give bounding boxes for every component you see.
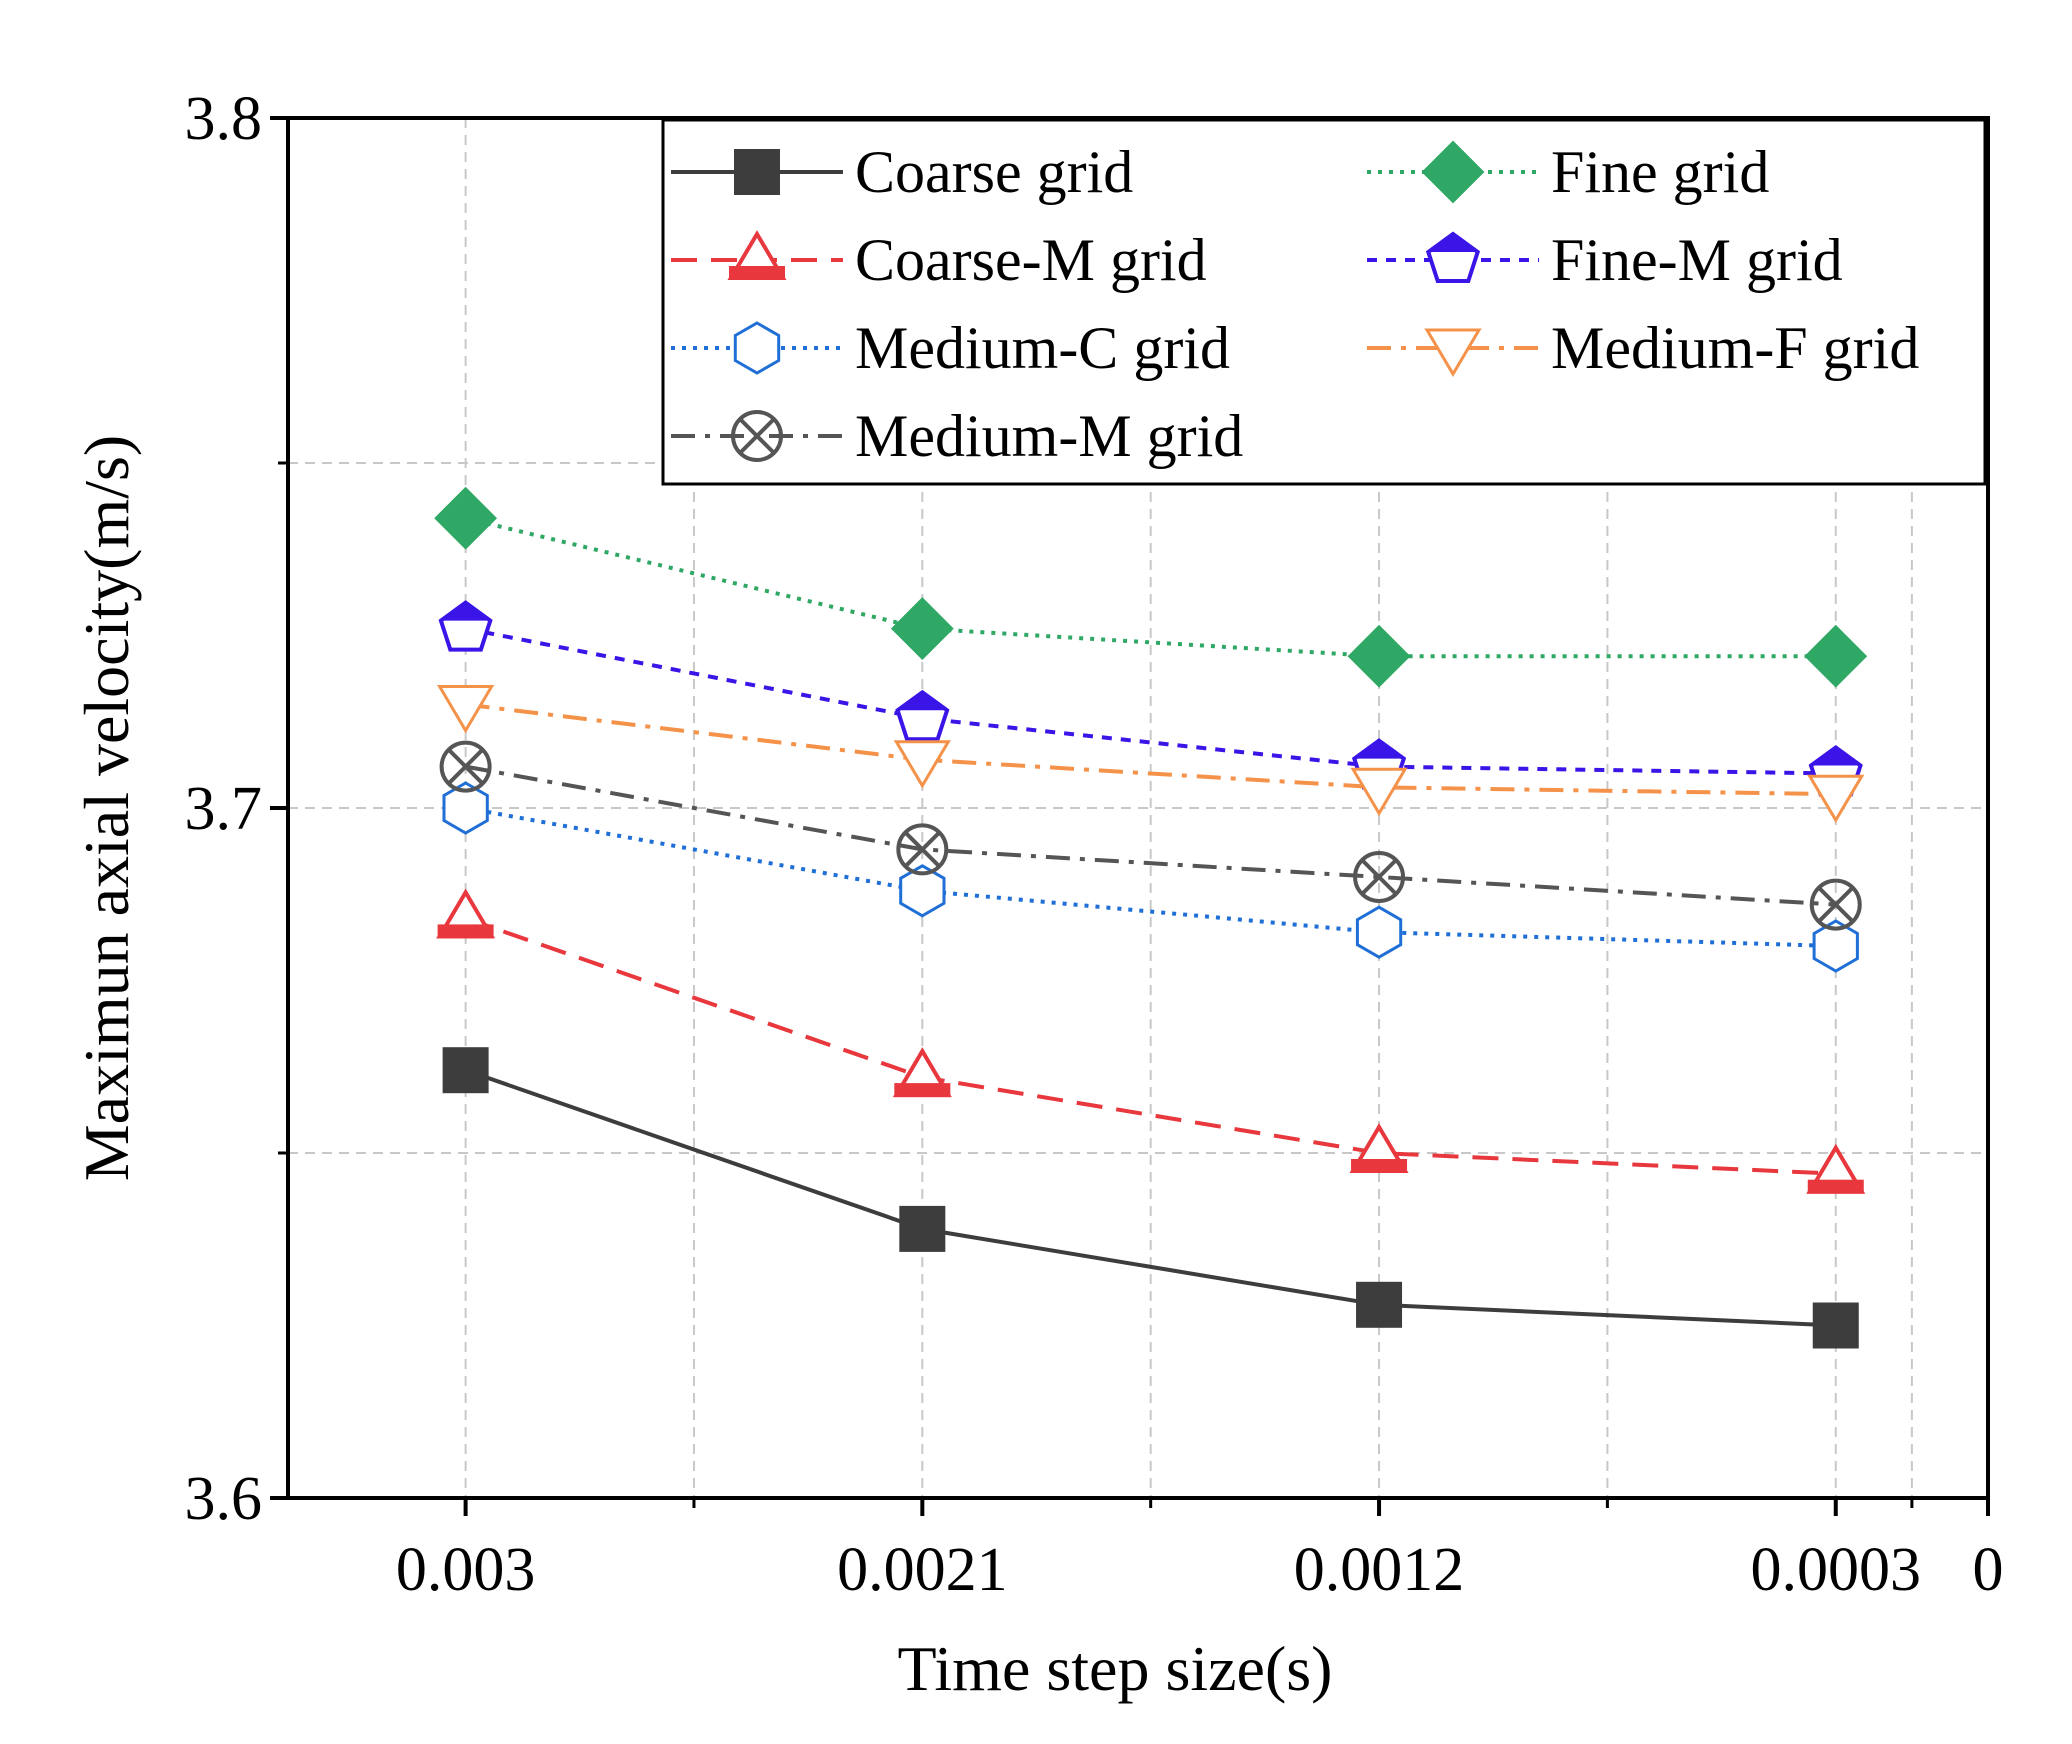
triangle-base-fill bbox=[1807, 1179, 1864, 1194]
series-coarse-grid bbox=[442, 1047, 1859, 1349]
series-line bbox=[465, 702, 1836, 797]
x-tick-label: 0.0021 bbox=[837, 1536, 1008, 1604]
data-point bbox=[892, 1047, 952, 1098]
legend-label: Medium-F grid bbox=[1551, 315, 1919, 381]
legend-item-fine-m-grid: Fine-M grid bbox=[1367, 227, 1843, 293]
data-point bbox=[1356, 1281, 1403, 1328]
legend-label: Fine grid bbox=[1551, 139, 1769, 205]
cross-line bbox=[903, 830, 941, 868]
cross-line bbox=[1817, 886, 1855, 924]
data-point bbox=[1355, 905, 1403, 959]
x-tick-label: 0 bbox=[1973, 1536, 2004, 1604]
data-point bbox=[899, 1205, 946, 1252]
cross-line bbox=[447, 748, 485, 786]
series-line bbox=[465, 764, 1836, 907]
legend-item-coarse-m-grid: Coarse-M grid bbox=[671, 227, 1207, 293]
cross-line bbox=[1360, 858, 1398, 896]
data-point bbox=[893, 740, 951, 789]
circle-outline bbox=[896, 823, 949, 876]
y-tick-label: 3.8 bbox=[185, 85, 263, 153]
data-point bbox=[1804, 624, 1868, 688]
pentagon-top-fill bbox=[1810, 747, 1861, 766]
circle-outline bbox=[731, 410, 783, 462]
legend-marker bbox=[727, 230, 787, 280]
legend-item-coarse-grid: Coarse grid bbox=[671, 139, 1133, 205]
legend-marker bbox=[1424, 328, 1482, 377]
legend-item-fine-grid: Fine grid bbox=[1367, 139, 1769, 205]
data-point bbox=[439, 740, 492, 793]
legend-label: Coarse grid bbox=[855, 139, 1133, 205]
legend: Coarse grid Fine grid Coarse-M grid Fine-M … bbox=[661, 118, 1987, 486]
y-tick-label: 3.6 bbox=[185, 1465, 263, 1533]
legend-item-medium-m-grid: Medium-M grid bbox=[671, 403, 1243, 469]
legend-label: Fine-M grid bbox=[1551, 227, 1843, 293]
data-point bbox=[1347, 624, 1411, 688]
series-coarse-m-grid bbox=[436, 888, 1866, 1194]
series-medium-m-grid bbox=[439, 740, 1862, 931]
legend-item-medium-f-grid: Medium-F grid bbox=[1367, 315, 1919, 381]
triangle-base-fill bbox=[437, 924, 494, 939]
data-point bbox=[890, 597, 954, 661]
legend-label: Medium-C grid bbox=[855, 315, 1230, 381]
data-point bbox=[896, 823, 949, 876]
circle-outline bbox=[439, 740, 492, 793]
x-axis-title: Time step size(s) bbox=[898, 1633, 1333, 1704]
y-tick-label: 3.7 bbox=[185, 775, 263, 843]
legend-marker bbox=[1425, 231, 1481, 283]
legend-marker bbox=[733, 321, 781, 375]
x-tick-label: 0.003 bbox=[396, 1536, 536, 1604]
series-medium-c-grid bbox=[442, 781, 1859, 973]
triangle-base-fill bbox=[894, 1083, 951, 1098]
triangle-base-fill bbox=[729, 266, 785, 280]
legend-marker bbox=[734, 149, 780, 195]
cross-line bbox=[738, 417, 776, 455]
series-group bbox=[434, 486, 1868, 1349]
data-point bbox=[436, 888, 496, 939]
series-line bbox=[465, 626, 1836, 776]
pentagon-top-fill bbox=[1428, 234, 1478, 252]
data-point bbox=[438, 600, 493, 652]
pentagon-top-fill bbox=[897, 692, 948, 711]
pentagon-top-fill bbox=[1354, 740, 1405, 759]
data-point bbox=[895, 689, 950, 742]
legend-label: Coarse-M grid bbox=[855, 227, 1207, 293]
triangle-base-fill bbox=[1351, 1159, 1408, 1173]
series-line bbox=[464, 916, 1836, 1176]
circle-outline bbox=[1809, 878, 1862, 931]
circle-outline bbox=[1353, 851, 1406, 903]
series-line bbox=[465, 806, 1836, 948]
data-point bbox=[1812, 919, 1859, 973]
data-point bbox=[442, 1047, 489, 1094]
x-tick-label: 0.0003 bbox=[1751, 1536, 1922, 1604]
data-point bbox=[899, 864, 946, 918]
data-point bbox=[436, 685, 495, 734]
data-point bbox=[1807, 774, 1865, 824]
data-point bbox=[1349, 1123, 1409, 1173]
x-tick-label: 0.0012 bbox=[1294, 1536, 1465, 1604]
data-point bbox=[1809, 878, 1862, 931]
legend-item-medium-c-grid: Medium-C grid bbox=[671, 315, 1230, 381]
data-point bbox=[434, 486, 498, 550]
data-point bbox=[1350, 767, 1408, 817]
series-line bbox=[464, 1068, 1836, 1328]
series-medium-f-grid bbox=[436, 685, 1865, 824]
data-point bbox=[442, 781, 489, 835]
axes: 3.6 3.7 3.8 0.003 0.0021 0.0012 0.0003 0 bbox=[185, 85, 2004, 1604]
legend-marker bbox=[731, 410, 783, 462]
y-axis-title: Maximun axial velocity(m/s) bbox=[71, 435, 142, 1182]
data-point bbox=[1353, 851, 1406, 903]
data-point bbox=[1812, 1302, 1859, 1349]
series-fine-grid bbox=[434, 486, 1868, 688]
legend-box bbox=[661, 118, 1987, 486]
legend-label: Medium-M grid bbox=[855, 403, 1243, 469]
series-line bbox=[465, 516, 1836, 659]
legend-marker bbox=[1421, 140, 1485, 204]
data-point bbox=[1806, 1143, 1866, 1194]
pentagon-top-fill bbox=[440, 602, 491, 621]
